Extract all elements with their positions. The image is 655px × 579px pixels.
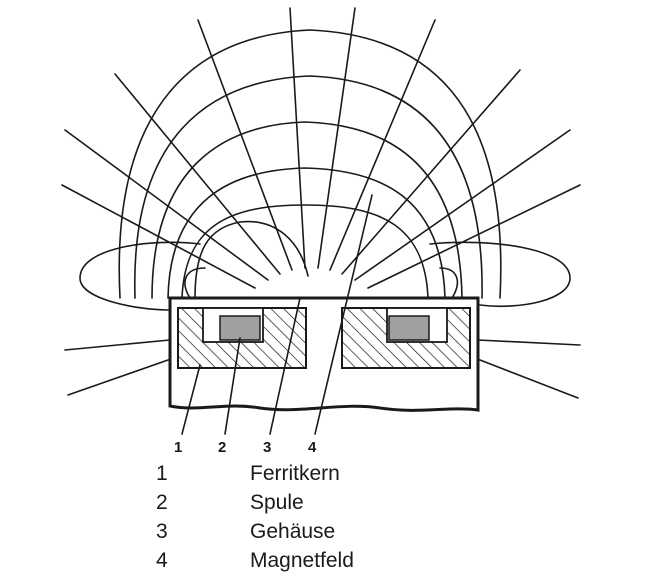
radial-line: [67, 359, 169, 396]
legend-label: Gehäuse: [250, 519, 336, 543]
field-line: [151, 121, 463, 299]
field-line: [134, 75, 483, 299]
leader-lines: [181, 194, 373, 435]
leader-line-4: [314, 194, 373, 435]
marker-3: 3: [263, 439, 271, 456]
sensor-diagram-svg: 1 2 3 4: [61, 7, 581, 456]
leader-line-2: [224, 337, 241, 435]
legend-number: 4: [156, 548, 168, 572]
legend: 1 Ferritkern 2 Spule 3 Gehäuse 4 Magnetf…: [150, 459, 354, 575]
left-lobe: [79, 241, 201, 311]
radial-lines: [61, 7, 581, 399]
coil-left: [219, 315, 261, 341]
legend-label: Ferritkern: [250, 461, 340, 485]
radial-line: [114, 73, 281, 275]
legend-label: Spule: [250, 490, 304, 514]
marker-2: 2: [218, 439, 226, 456]
inner-left-lobe: [184, 267, 206, 299]
radial-line: [479, 359, 579, 399]
leader-line-3: [269, 297, 301, 435]
legend-number: 3: [156, 519, 168, 543]
marker-1: 1: [174, 439, 182, 456]
side-lobes: [79, 241, 571, 311]
radial-line: [354, 129, 571, 281]
radial-line: [64, 129, 269, 281]
legend-number: 1: [156, 461, 168, 485]
legend-label: Magnetfeld: [250, 548, 354, 572]
radial-line: [341, 69, 521, 275]
coils: [219, 315, 430, 341]
legend-row: 2 Spule: [150, 488, 354, 517]
right-lobe: [429, 241, 571, 308]
legend-row: 3 Gehäuse: [150, 517, 354, 546]
field-line: [118, 29, 502, 299]
field-line: [167, 167, 446, 299]
coil-right: [388, 315, 430, 341]
radial-line: [61, 184, 256, 289]
radial-line: [367, 184, 581, 289]
radial-line: [64, 339, 171, 351]
leader-line-1: [181, 364, 201, 435]
radial-line: [477, 339, 581, 346]
radial-line: [329, 19, 436, 271]
radial-line: [289, 7, 306, 269]
radial-line: [197, 19, 293, 271]
marker-4: 4: [308, 439, 317, 456]
field-lines: [118, 29, 502, 299]
field-line: [181, 204, 429, 299]
legend-row: 1 Ferritkern: [150, 459, 354, 488]
markers: 1 2 3 4: [174, 439, 317, 456]
field-line: [194, 220, 309, 299]
sensor-diagram: 1 2 3 4: [61, 7, 581, 456]
inner-right-lobe: [439, 267, 459, 299]
radial-line: [317, 7, 356, 269]
legend-number: 2: [156, 490, 168, 514]
legend-row: 4 Magnetfeld: [150, 546, 354, 575]
